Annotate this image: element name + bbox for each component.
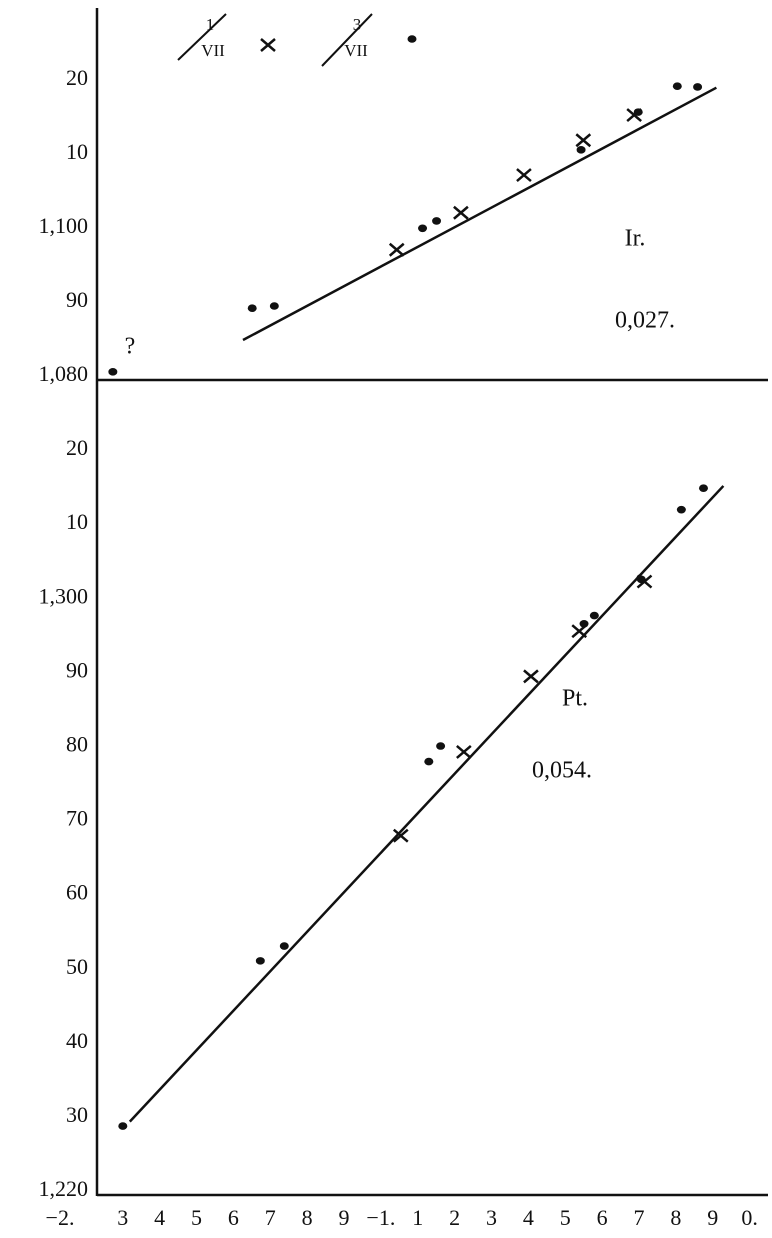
x-tick-label: 3 <box>117 1205 128 1230</box>
x-tick-label: 8 <box>670 1205 681 1230</box>
dot-marker <box>579 619 589 628</box>
x-tick-label: 9 <box>707 1205 718 1230</box>
x-tick-label: 6 <box>228 1205 239 1230</box>
dot-marker <box>247 304 257 313</box>
x-tick-label: 5 <box>560 1205 571 1230</box>
y-tick-label: 1,100 <box>39 213 89 238</box>
x-tick-label: −1. <box>366 1205 395 1230</box>
cross-marker <box>516 168 532 182</box>
y-tick-label: 20 <box>66 435 88 460</box>
legend-marker <box>260 38 276 52</box>
legend-label: VII <box>344 41 368 60</box>
legend-slash <box>321 13 373 67</box>
annotation: 0,027. <box>615 308 675 334</box>
cross-marker <box>456 744 472 759</box>
dot-marker <box>269 302 279 310</box>
x-tick-label: 7 <box>265 1205 276 1230</box>
y-tick-label: 1,220 <box>39 1176 89 1201</box>
cross-marker <box>575 133 592 148</box>
y-tick-label: 40 <box>66 1028 88 1053</box>
y-tick-label: 80 <box>66 732 88 757</box>
dot-marker <box>672 82 682 91</box>
annotation: Ir. <box>625 226 646 252</box>
annotation: Pt. <box>562 686 588 712</box>
dot-marker <box>118 1122 128 1130</box>
dot-marker <box>255 957 265 965</box>
legend-marker <box>407 35 417 43</box>
dot-marker <box>633 108 643 116</box>
x-tick-label: 3 <box>486 1205 497 1230</box>
y-tick-label: 10 <box>66 139 88 164</box>
x-tick-label: 1 <box>412 1205 423 1230</box>
cross-marker <box>388 242 405 257</box>
x-tick-label: 6 <box>597 1205 608 1230</box>
fit-line <box>242 86 717 342</box>
y-tick-label: 20 <box>66 65 88 90</box>
x-tick-label: 8 <box>302 1205 313 1230</box>
dot-marker <box>424 757 434 766</box>
x-tick-label: 5 <box>191 1205 202 1230</box>
dot-marker <box>279 942 289 950</box>
y-tick-label: 1,300 <box>39 583 89 608</box>
x-axis-label: −2. <box>46 1205 75 1230</box>
dot-marker <box>693 83 703 91</box>
cross-marker <box>523 669 539 684</box>
legend-label: 1 <box>206 15 215 34</box>
cross-marker <box>453 205 469 220</box>
legend-label: 3 <box>353 15 362 34</box>
y-tick-label: 30 <box>66 1102 88 1127</box>
y-tick-label: 50 <box>66 954 88 979</box>
annotation: 0,054. <box>532 758 592 784</box>
x-tick-label: 2 <box>449 1205 460 1230</box>
dot-marker <box>698 484 708 492</box>
y-tick-label: 10 <box>66 509 88 534</box>
dot-marker <box>589 611 599 620</box>
legend-label: VII <box>201 41 225 60</box>
fit-line <box>128 485 725 1123</box>
cross-marker <box>392 828 409 843</box>
dot-marker <box>436 742 446 750</box>
dot-marker <box>576 146 586 154</box>
y-tick-label: 70 <box>66 806 88 831</box>
dot-marker <box>676 505 686 514</box>
x-tick-label: 4 <box>523 1205 534 1230</box>
x-tick-label: 0. <box>741 1205 758 1230</box>
dot-marker <box>432 217 442 225</box>
legend-slash <box>177 13 227 61</box>
y-tick-label: 1,080 <box>39 361 89 386</box>
dot-marker <box>108 368 118 376</box>
x-tick-label: 4 <box>154 1205 165 1230</box>
dot-marker <box>418 224 428 233</box>
y-tick-label: 90 <box>66 657 88 682</box>
y-tick-label: 90 <box>66 287 88 312</box>
y-tick-label: 60 <box>66 880 88 905</box>
dot-marker <box>636 575 646 584</box>
annotation: ? <box>125 334 136 360</box>
x-tick-label: 7 <box>633 1205 644 1230</box>
x-tick-label: 9 <box>339 1205 350 1230</box>
